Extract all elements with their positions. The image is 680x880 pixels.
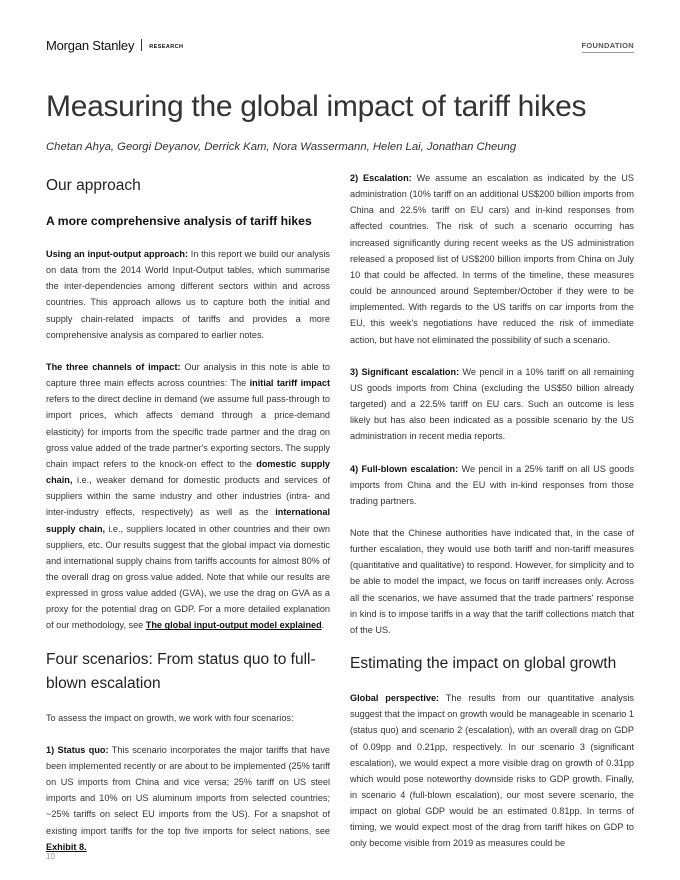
term-international-supply-chain: international supply chain, bbox=[46, 507, 330, 534]
text-full-blown-escalation: We pencil in a 25% tariff on all US good… bbox=[350, 463, 635, 506]
paragraph-global-perspective: Global perspective: The results from our… bbox=[350, 690, 634, 852]
text-channels-c: refers to the direct decline in demand (… bbox=[46, 394, 330, 469]
lead-input-output: Using an input-output approach: bbox=[46, 249, 189, 259]
text-channels-g: i.e., suppliers located in other countri… bbox=[46, 523, 331, 631]
paragraph-significant-escalation: 3) Significant escalation: We pencil in … bbox=[350, 364, 634, 445]
text-channels-end: . bbox=[321, 620, 325, 631]
link-exhibit-8[interactable]: Exhibit 8. bbox=[46, 841, 87, 852]
heading-our-approach: Our approach bbox=[46, 177, 141, 194]
paragraph-escalation: 2) Escalation: We assume an escalation a… bbox=[350, 170, 634, 348]
paragraph-chinese-authorities: Note that the Chinese authorities have i… bbox=[350, 527, 634, 635]
page-title: Measuring the global impact of tariff hi… bbox=[46, 90, 587, 123]
link-methodology[interactable]: The global input-output model explained bbox=[145, 620, 322, 631]
term-domestic-supply-chain: domestic supply chain, bbox=[46, 458, 330, 486]
text-channels-a: Our analysis in this note is able to cap… bbox=[46, 361, 330, 389]
paragraph-input-output: Using an input-output approach: In this … bbox=[46, 246, 330, 343]
lead-significant-escalation: 3) Significant escalation: bbox=[350, 366, 460, 377]
page-number: 10 bbox=[46, 852, 55, 861]
text-global-perspective: The results from our quantitative analys… bbox=[350, 693, 634, 849]
lead-status-quo: 1) Status quo: bbox=[46, 744, 109, 755]
text-significant-escalation: We pencil in a 10% tariff on all remaini… bbox=[350, 366, 634, 442]
paragraph-status-quo: 1) Status quo: This scenario incorporate… bbox=[46, 742, 330, 855]
paragraph-three-channels: The three channels of impact: Our analys… bbox=[46, 359, 330, 634]
text-input-output: In this report we build our analysis on … bbox=[46, 249, 330, 340]
section-label: FOUNDATION bbox=[581, 41, 634, 53]
brand-logo: Morgan Stanley RESEARCH bbox=[46, 38, 183, 53]
paragraph-full-blown-escalation: 4) Full-blown escalation: We pencil in a… bbox=[350, 461, 634, 509]
authors: Chetan Ahya, Georgi Deyanov, Derrick Kam… bbox=[46, 141, 517, 153]
term-initial-tariff-impact: initial tariff impact bbox=[249, 378, 330, 389]
page-header: Morgan Stanley RESEARCH FOUNDATION bbox=[46, 38, 634, 58]
left-column: Our approach A more comprehensive analys… bbox=[46, 170, 330, 855]
heading-comprehensive-analysis: A more comprehensive analysis of tariff … bbox=[46, 214, 312, 228]
paragraph-scenarios-intro: To assess the impact on growth, we work … bbox=[46, 712, 294, 723]
text-channels-e: i.e., weaker demand for domestic product… bbox=[46, 475, 330, 518]
heading-four-scenarios: Four scenarios: From status quo to full-… bbox=[46, 650, 316, 692]
brand-research-label: RESEARCH bbox=[149, 44, 184, 50]
lead-full-blown-escalation: 4) Full-blown escalation: bbox=[350, 463, 459, 474]
lead-global-perspective: Global perspective: bbox=[350, 693, 440, 704]
text-status-quo: This scenario incorporates the major tar… bbox=[46, 744, 330, 836]
heading-global-growth: Estimating the impact on global growth bbox=[350, 655, 617, 673]
brand-name: Morgan Stanley bbox=[46, 38, 135, 53]
lead-three-channels: The three channels of impact: bbox=[46, 361, 181, 372]
lead-escalation: 2) Escalation: bbox=[350, 173, 412, 183]
brand-divider bbox=[141, 39, 143, 51]
right-column: 2) Escalation: We assume an escalation a… bbox=[350, 170, 634, 852]
text-escalation: We assume an escalation as indicated by … bbox=[350, 173, 634, 345]
